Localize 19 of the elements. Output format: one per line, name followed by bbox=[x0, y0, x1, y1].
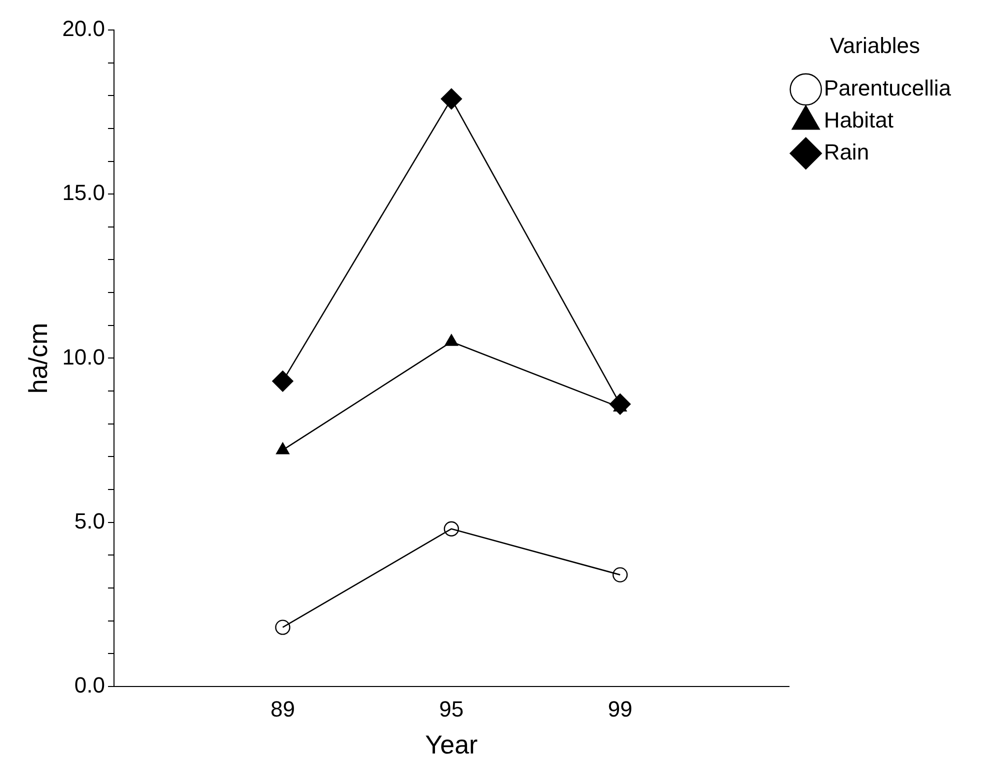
y-axis-title: ha/cm bbox=[22, 322, 53, 394]
x-tick-label: 89 bbox=[270, 696, 295, 722]
legend-label: Parentucellia bbox=[824, 75, 952, 100]
x-tick-label: 99 bbox=[608, 696, 632, 722]
point bbox=[440, 88, 462, 110]
point bbox=[272, 370, 294, 392]
y-tick-label: 20.0 bbox=[62, 16, 106, 42]
y-tick-label: 15.0 bbox=[62, 180, 106, 206]
x-axis-title: Year bbox=[425, 730, 478, 760]
y-tick-label: 5.0 bbox=[74, 508, 106, 534]
point bbox=[275, 620, 290, 635]
point bbox=[612, 567, 628, 582]
legend-title: Variables bbox=[830, 33, 920, 58]
x-tick-label: 95 bbox=[439, 696, 464, 722]
y-tick-label: 0.0 bbox=[74, 672, 106, 698]
legend-label: Rain bbox=[824, 139, 870, 164]
point bbox=[444, 521, 460, 536]
legend-label: Habitat bbox=[824, 107, 894, 132]
y-tick-label: 10.0 bbox=[62, 344, 106, 370]
